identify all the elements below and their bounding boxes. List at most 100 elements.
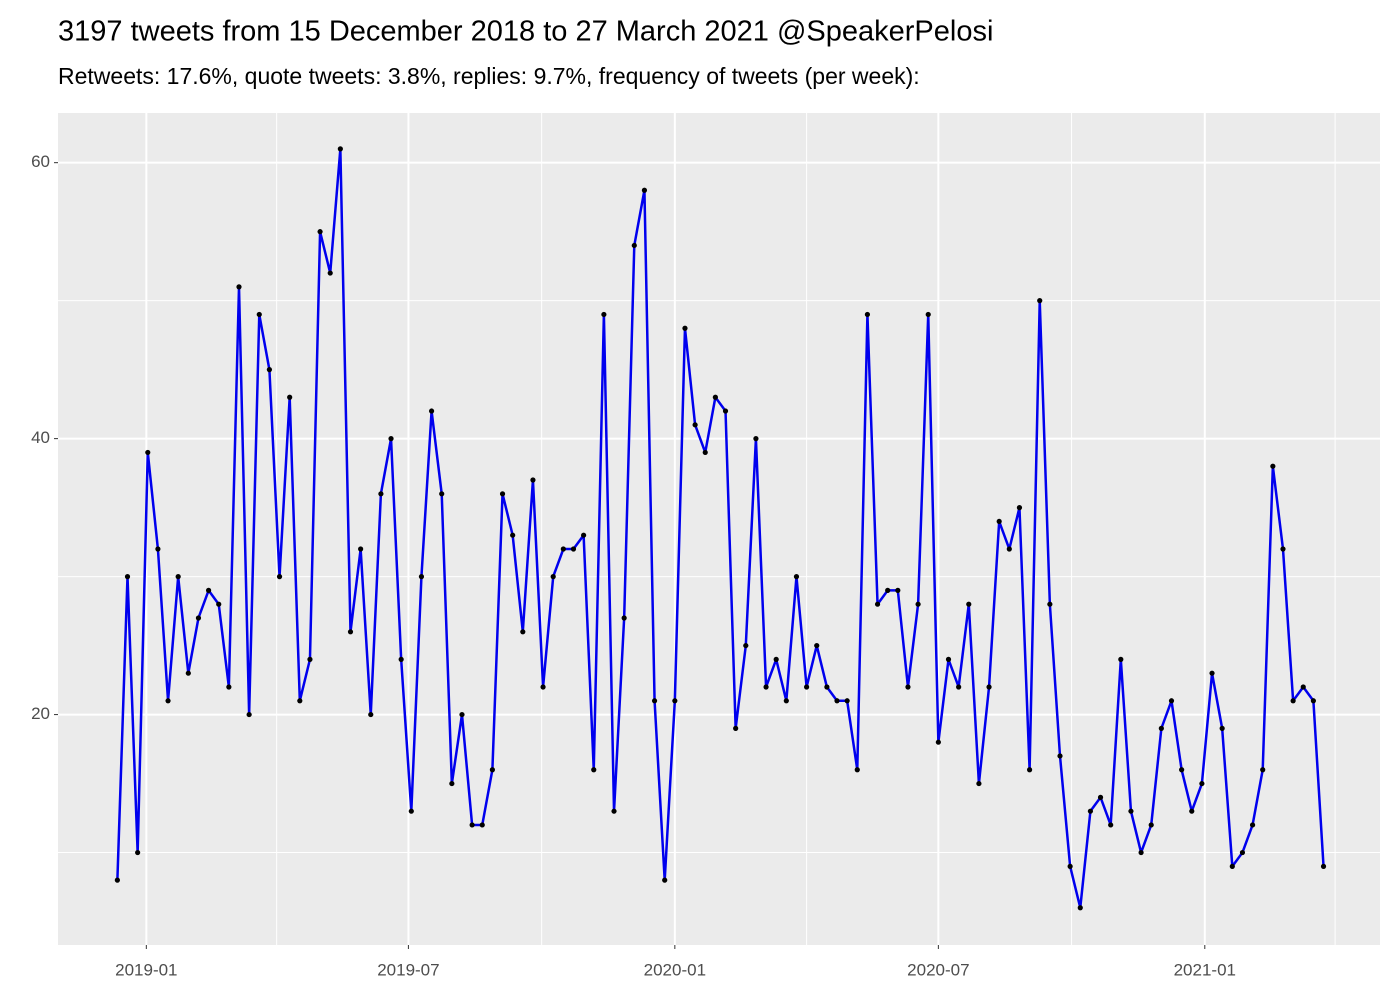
point — [986, 684, 992, 690]
point — [175, 574, 181, 580]
point — [1199, 780, 1205, 787]
point — [682, 325, 688, 331]
point — [641, 187, 648, 193]
point — [307, 656, 313, 662]
point — [854, 767, 860, 773]
point — [783, 698, 789, 704]
point — [692, 422, 698, 428]
point — [601, 311, 607, 318]
point — [743, 642, 749, 649]
point — [276, 574, 283, 580]
point — [621, 615, 627, 621]
x-tick-label: 2021-01 — [1174, 960, 1236, 979]
point — [560, 546, 566, 552]
x-tick-label: 2020-01 — [644, 960, 706, 979]
point — [1037, 298, 1043, 304]
point — [581, 532, 587, 538]
point — [966, 601, 972, 607]
point — [1006, 546, 1012, 552]
point — [804, 684, 810, 690]
point — [1179, 767, 1185, 773]
point — [1138, 849, 1144, 856]
point — [1239, 849, 1246, 856]
point — [844, 698, 850, 704]
point — [155, 546, 161, 552]
point — [256, 311, 262, 318]
point — [1148, 822, 1154, 828]
point — [469, 822, 475, 828]
point — [1249, 822, 1256, 828]
chart-subtitle: Retweets: 17.6%, quote tweets: 3.8%, rep… — [58, 63, 920, 89]
x-tick-label: 2020-07 — [907, 960, 969, 979]
point — [1270, 463, 1276, 469]
chart-title: 3197 tweets from 15 December 2018 to 27 … — [58, 16, 993, 48]
point — [935, 739, 941, 745]
point — [1118, 656, 1124, 662]
point — [996, 518, 1002, 525]
point — [216, 601, 222, 607]
point — [1016, 505, 1023, 511]
point — [1067, 863, 1073, 869]
point — [905, 684, 911, 690]
point — [864, 311, 871, 318]
point — [793, 574, 800, 580]
point — [1097, 794, 1104, 800]
point — [317, 229, 323, 235]
point — [439, 491, 445, 497]
point — [398, 656, 404, 662]
point — [925, 311, 931, 318]
point — [1189, 808, 1195, 814]
point — [834, 698, 840, 704]
point — [1280, 546, 1286, 552]
point — [1260, 767, 1266, 773]
x-tick-label: 2019-07 — [377, 960, 439, 979]
point — [165, 698, 171, 704]
point — [124, 574, 131, 580]
point — [479, 822, 485, 828]
point — [824, 684, 830, 690]
point — [591, 767, 597, 773]
point — [358, 546, 364, 552]
point — [428, 408, 435, 414]
point — [672, 698, 678, 704]
point — [1320, 863, 1327, 869]
line — [116, 147, 1325, 909]
point — [570, 546, 577, 552]
point — [1219, 725, 1225, 731]
point — [722, 408, 729, 414]
point — [530, 477, 536, 483]
point — [885, 587, 891, 593]
point — [753, 436, 759, 442]
point — [540, 684, 546, 690]
point — [418, 574, 425, 580]
point — [712, 394, 718, 400]
point — [378, 491, 384, 497]
point — [327, 270, 333, 276]
y-tick-label: 40 — [31, 428, 50, 447]
point — [1310, 698, 1316, 704]
point — [499, 491, 506, 497]
point — [763, 684, 769, 690]
point — [895, 587, 901, 593]
point — [236, 284, 242, 290]
point — [945, 656, 952, 662]
point — [408, 808, 414, 814]
point — [1026, 767, 1033, 773]
point — [449, 780, 455, 787]
point — [388, 436, 394, 442]
point — [226, 684, 232, 690]
x-tick-label: 2019-01 — [115, 960, 177, 979]
point — [1300, 684, 1306, 690]
point — [814, 642, 820, 649]
point — [368, 711, 374, 718]
point — [266, 367, 273, 373]
point — [520, 629, 526, 635]
point — [1108, 822, 1114, 828]
point — [337, 146, 343, 152]
point — [1077, 905, 1083, 911]
point — [733, 725, 739, 731]
point — [1168, 698, 1175, 704]
plot-panel — [58, 113, 1380, 945]
point — [773, 656, 779, 662]
point — [489, 767, 495, 773]
